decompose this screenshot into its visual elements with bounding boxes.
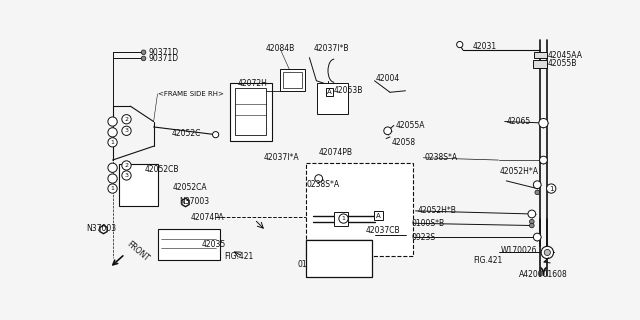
Bar	[157, 229, 220, 260]
Circle shape	[384, 127, 392, 135]
Text: 0100S*A: 0100S*A	[298, 260, 331, 269]
Text: 42035: 42035	[202, 240, 226, 249]
Text: 42052CB: 42052CB	[145, 165, 179, 174]
Circle shape	[108, 117, 117, 126]
Text: 42055A: 42055A	[396, 121, 425, 130]
Bar	[534, 52, 547, 59]
Circle shape	[108, 138, 117, 147]
Text: A: A	[376, 212, 381, 219]
Text: 42058: 42058	[392, 138, 415, 147]
Circle shape	[529, 219, 534, 224]
Text: 1: 1	[111, 186, 115, 191]
Text: 3: 3	[312, 268, 316, 274]
Bar	[334, 212, 348, 226]
Circle shape	[212, 132, 219, 138]
Bar	[532, 60, 547, 68]
Circle shape	[309, 242, 319, 251]
Text: 42037I*A: 42037I*A	[264, 153, 300, 162]
Text: <FRAME SIDE RH>: <FRAME SIDE RH>	[157, 91, 223, 97]
Text: 42065: 42065	[506, 117, 531, 126]
Text: 0474S: 0474S	[323, 242, 348, 251]
Text: 42084B: 42084B	[266, 44, 294, 53]
Text: 90371D: 90371D	[148, 48, 179, 57]
Circle shape	[122, 115, 131, 124]
Circle shape	[108, 184, 117, 193]
Text: 42052C: 42052C	[172, 129, 201, 138]
Text: 42053B: 42053B	[333, 86, 363, 95]
Text: 1: 1	[549, 186, 554, 192]
Circle shape	[533, 181, 541, 188]
Text: 42037I*B: 42037I*B	[314, 44, 349, 53]
Text: 0923S: 0923S	[412, 233, 436, 242]
Circle shape	[540, 156, 547, 164]
Text: 42004: 42004	[375, 74, 399, 83]
Circle shape	[309, 254, 319, 263]
Text: FIG.421: FIG.421	[224, 252, 253, 261]
Text: 42074PB: 42074PB	[319, 148, 353, 157]
Text: 16695: 16695	[323, 254, 348, 263]
Text: 2: 2	[125, 163, 129, 168]
Text: 90371D: 90371D	[148, 54, 179, 63]
Circle shape	[108, 163, 117, 172]
Bar	[326, 88, 333, 96]
Text: 42031: 42031	[472, 42, 496, 51]
Text: 42052H*B: 42052H*B	[417, 206, 456, 215]
Text: FIG.421: FIG.421	[474, 256, 503, 265]
Bar	[283, 72, 301, 88]
Text: FRONT: FRONT	[125, 240, 150, 263]
Bar	[230, 83, 272, 141]
Text: 0238S*A: 0238S*A	[307, 180, 339, 189]
Text: A: A	[327, 89, 332, 95]
Circle shape	[317, 259, 323, 265]
Circle shape	[122, 126, 131, 135]
Circle shape	[141, 56, 146, 61]
Text: 42052H*A: 42052H*A	[500, 167, 539, 176]
Text: 1: 1	[111, 140, 115, 145]
Circle shape	[457, 42, 463, 48]
Bar	[374, 211, 383, 220]
Bar	[119, 164, 157, 206]
Bar	[307, 163, 413, 256]
Circle shape	[108, 128, 117, 137]
Text: W170026: W170026	[501, 246, 538, 255]
Circle shape	[541, 246, 554, 259]
Circle shape	[141, 50, 146, 55]
Text: 42037CB: 42037CB	[365, 227, 400, 236]
Text: 42045AA: 42045AA	[548, 51, 583, 60]
Circle shape	[533, 233, 541, 241]
Text: 2: 2	[312, 256, 316, 262]
Bar	[317, 83, 348, 114]
Text: 1: 1	[342, 216, 346, 221]
Circle shape	[535, 190, 540, 195]
Text: 42055B: 42055B	[548, 59, 577, 68]
Bar	[235, 88, 266, 135]
Text: 42074PA: 42074PA	[191, 212, 225, 221]
Text: N37003: N37003	[86, 224, 116, 233]
Circle shape	[544, 249, 550, 256]
Bar	[307, 240, 372, 277]
Text: 0100S*B: 0100S*B	[412, 219, 445, 228]
Text: N37003: N37003	[179, 197, 209, 206]
Circle shape	[315, 175, 323, 182]
Circle shape	[528, 210, 536, 218]
Text: 42052CA: 42052CA	[173, 182, 207, 191]
Text: 16139: 16139	[323, 267, 348, 276]
Bar	[280, 69, 305, 91]
Text: 3: 3	[125, 128, 129, 133]
Text: 1: 1	[312, 243, 316, 249]
Text: 0238S*A: 0238S*A	[425, 153, 458, 162]
Text: 2: 2	[125, 117, 129, 122]
Text: 3: 3	[125, 173, 129, 178]
Circle shape	[547, 184, 556, 193]
Circle shape	[539, 118, 548, 128]
Circle shape	[529, 223, 534, 228]
Circle shape	[108, 174, 117, 183]
Circle shape	[339, 214, 348, 223]
Circle shape	[309, 266, 319, 276]
Text: A420001608: A420001608	[520, 270, 568, 279]
Circle shape	[122, 171, 131, 180]
Circle shape	[122, 161, 131, 170]
Text: 42072H: 42072H	[238, 78, 268, 88]
